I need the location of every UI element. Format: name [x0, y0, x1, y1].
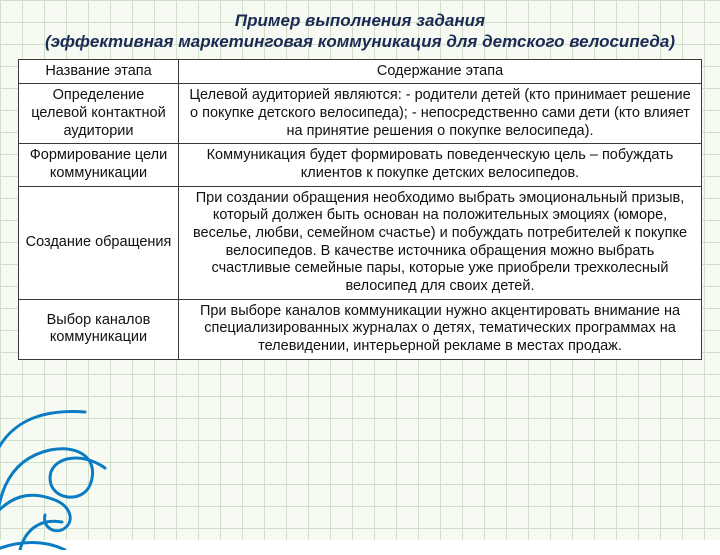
- page-content: Пример выполнения задания (эффективная м…: [0, 0, 720, 370]
- content-cell: Коммуникация будет формировать поведенче…: [179, 144, 702, 186]
- title-line-1: Пример выполнения задания: [235, 11, 485, 30]
- col-header-stage: Название этапа: [19, 59, 179, 84]
- content-cell: При выборе каналов коммуникации нужно ак…: [179, 299, 702, 359]
- table-row: Определение целевой контактной аудитории…: [19, 84, 702, 144]
- stage-cell: Выбор каналов коммуникации: [19, 299, 179, 359]
- stage-cell: Формирование цели коммуникации: [19, 144, 179, 186]
- stage-cell: Определение целевой контактной аудитории: [19, 84, 179, 144]
- table-header-row: Название этапа Содержание этапа: [19, 59, 702, 84]
- col-header-content: Содержание этапа: [179, 59, 702, 84]
- table-row: Формирование цели коммуникации Коммуника…: [19, 144, 702, 186]
- table-row: Создание обращения При создании обращени…: [19, 186, 702, 299]
- stage-cell: Создание обращения: [19, 186, 179, 299]
- title-line-2: (эффективная маркетинговая коммуникация …: [45, 32, 675, 51]
- page-title: Пример выполнения задания (эффективная м…: [40, 10, 680, 53]
- table-row: Выбор каналов коммуникации При выборе ка…: [19, 299, 702, 359]
- content-cell: Целевой аудиторией являются: - родители …: [179, 84, 702, 144]
- stages-table: Название этапа Содержание этапа Определе…: [18, 59, 702, 360]
- content-cell: При создании обращения необходимо выбрат…: [179, 186, 702, 299]
